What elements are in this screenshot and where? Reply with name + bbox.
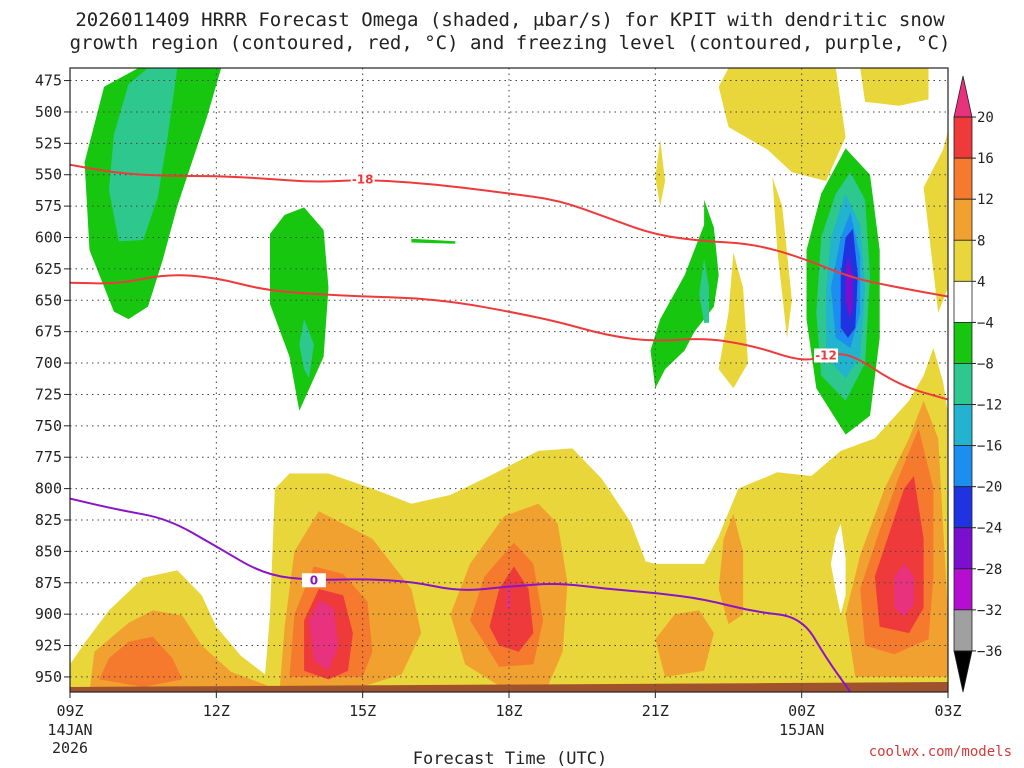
omega-region-teal-21z xyxy=(699,258,709,323)
gridlines xyxy=(70,68,948,692)
colorbar-swatch-5 xyxy=(953,280,973,323)
omega-shading-layer xyxy=(70,68,948,692)
y-tick-label-875: 875 xyxy=(35,574,62,592)
chart-title-line-2: growth region (contoured, red, °C) and f… xyxy=(70,32,951,54)
omega-region-purple-00z xyxy=(845,256,853,320)
contour-layer: -18 -12 0 xyxy=(70,163,948,692)
y-tick-label-475: 475 xyxy=(35,72,62,90)
x-tick-label-18Z: 18Z xyxy=(495,702,522,720)
isotherm-0 xyxy=(70,497,852,692)
y-tick-label-625: 625 xyxy=(35,260,62,278)
colorbar-label-13: −36 xyxy=(977,644,1002,660)
y-axis: 475 500 525 550 575 600 625 650 675 700 725 750 775 8… xyxy=(35,72,70,686)
colorbar-label-12: −32 xyxy=(977,603,1002,619)
omega-region-yellow-upper-right-a xyxy=(718,68,846,181)
colorbar-swatch-8 xyxy=(953,404,973,446)
colorbar-label-8: −16 xyxy=(977,439,1002,455)
colorbar-label-4: 4 xyxy=(977,274,985,290)
colorbar-label-2: 12 xyxy=(977,192,994,208)
colorbar-swatch-4 xyxy=(953,239,973,282)
omega-region-yellow-upper-right-b xyxy=(860,68,929,106)
x-tick-date-00Z: 15JAN xyxy=(779,721,824,739)
x-tick-label-00Z: 00Z xyxy=(788,702,815,720)
isotherm-label-bg--12 xyxy=(814,348,839,363)
colorbar-swatch-2 xyxy=(953,157,973,200)
y-tick-label-500: 500 xyxy=(35,103,62,121)
colorbar-label-3: 8 xyxy=(977,233,985,249)
omega-region-yellow-right-edge xyxy=(923,130,948,313)
x-tick-label-03Z: 03Z xyxy=(934,702,961,720)
y-tick-label-550: 550 xyxy=(35,166,62,184)
colorbar-swatch-3 xyxy=(953,198,973,241)
isotherm-label-bg--18 xyxy=(350,172,375,187)
omega-region-orange-light-22z-b xyxy=(655,610,714,677)
y-tick-label-575: 575 xyxy=(35,197,62,215)
omega-region-magenta-00z-right xyxy=(894,563,914,617)
x-tick-label-12Z: 12Z xyxy=(203,702,230,720)
omega-region-yellow-21z-sliver xyxy=(655,139,666,207)
colorbar-label-9: −20 xyxy=(977,480,1002,496)
x-tick-label-09Z: 09Z xyxy=(56,702,83,720)
x-tick-label-21Z: 21Z xyxy=(642,702,669,720)
y-tick-label-525: 525 xyxy=(35,134,62,152)
omega-region-orange-main-09z xyxy=(99,636,183,687)
x-tick-label-15Z: 15Z xyxy=(349,702,376,720)
omega-region-yellow-21z-column xyxy=(718,252,748,389)
y-tick-label-675: 675 xyxy=(35,323,62,341)
omega-region-magenta-14z xyxy=(309,600,339,671)
colorbar-swatch-11 xyxy=(953,527,973,570)
colorbar-label-1: 16 xyxy=(977,151,994,167)
x-tick-year-09Z: 2026 xyxy=(52,739,88,757)
x-tick-date-09Z: 14JAN xyxy=(47,721,92,739)
y-tick-label-950: 950 xyxy=(35,668,62,686)
y-tick-label-725: 725 xyxy=(35,385,62,403)
colorbar-swatch-7 xyxy=(953,363,973,405)
isotherm--12 xyxy=(70,274,948,401)
colorbar-swatch-12 xyxy=(953,568,973,611)
omega-region-white-gap-00z xyxy=(830,523,846,615)
y-tick-label-900: 900 xyxy=(35,605,62,623)
isotherm-label--18: -18 xyxy=(352,173,374,187)
isotherm--18 xyxy=(70,163,948,298)
y-tick-label-600: 600 xyxy=(35,228,62,246)
omega-region-teal-upper-left xyxy=(109,68,178,242)
colorbar-swatch-10 xyxy=(953,486,973,529)
colorbar-bottom-arrow xyxy=(953,650,973,693)
y-tick-label-775: 775 xyxy=(35,448,62,466)
y-tick-label-750: 750 xyxy=(35,417,62,435)
colorbar-label-7: −12 xyxy=(977,398,1002,414)
omega-region-orange-light-22z xyxy=(718,513,744,625)
omega-region-yellow-upper-right-c xyxy=(772,177,792,338)
omega-region-magenta-19z-sliver xyxy=(506,582,511,610)
y-tick-label-650: 650 xyxy=(35,291,62,309)
colorbar-label-11: −28 xyxy=(977,562,1002,578)
colorbar-swatch-9 xyxy=(953,445,973,488)
omega-region-green-14z xyxy=(270,207,329,411)
colorbar-swatch-6 xyxy=(953,321,973,364)
colorbar-label-6: −8 xyxy=(977,356,994,372)
y-tick-label-825: 825 xyxy=(35,511,62,529)
colorbar-top-arrow xyxy=(953,75,973,118)
chart-title-line-1: 2026011409 HRRR Forecast Omega (shaded, … xyxy=(75,9,945,31)
isotherm-label-0: 0 xyxy=(310,573,318,587)
colorbar: 20 16 12 8 4 −4 −8 −12 −16 −20 −24 −28 −32 −36 xyxy=(953,75,1002,693)
colorbar-label-10: −24 xyxy=(977,521,1002,537)
y-tick-label-800: 800 xyxy=(35,480,62,498)
omega-region-green-16z-sliver xyxy=(411,238,456,244)
credit-text: coolwx.com/models xyxy=(869,744,1012,760)
colorbar-swatch-1 xyxy=(953,116,973,159)
y-tick-label-850: 850 xyxy=(35,542,62,560)
colorbar-label-0: 20 xyxy=(977,110,994,126)
isotherm-label--12: -12 xyxy=(815,349,837,363)
x-axis-label: Forecast Time (UTC) xyxy=(413,749,607,768)
colorbar-label-5: −4 xyxy=(977,315,994,331)
y-tick-label-925: 925 xyxy=(35,637,62,655)
y-tick-label-700: 700 xyxy=(35,354,62,372)
omega-region-teal-14z xyxy=(299,319,314,379)
colorbar-swatch-13 xyxy=(953,609,973,652)
omega-region-ground xyxy=(70,682,948,692)
isotherm-label-bg-0 xyxy=(301,573,326,588)
